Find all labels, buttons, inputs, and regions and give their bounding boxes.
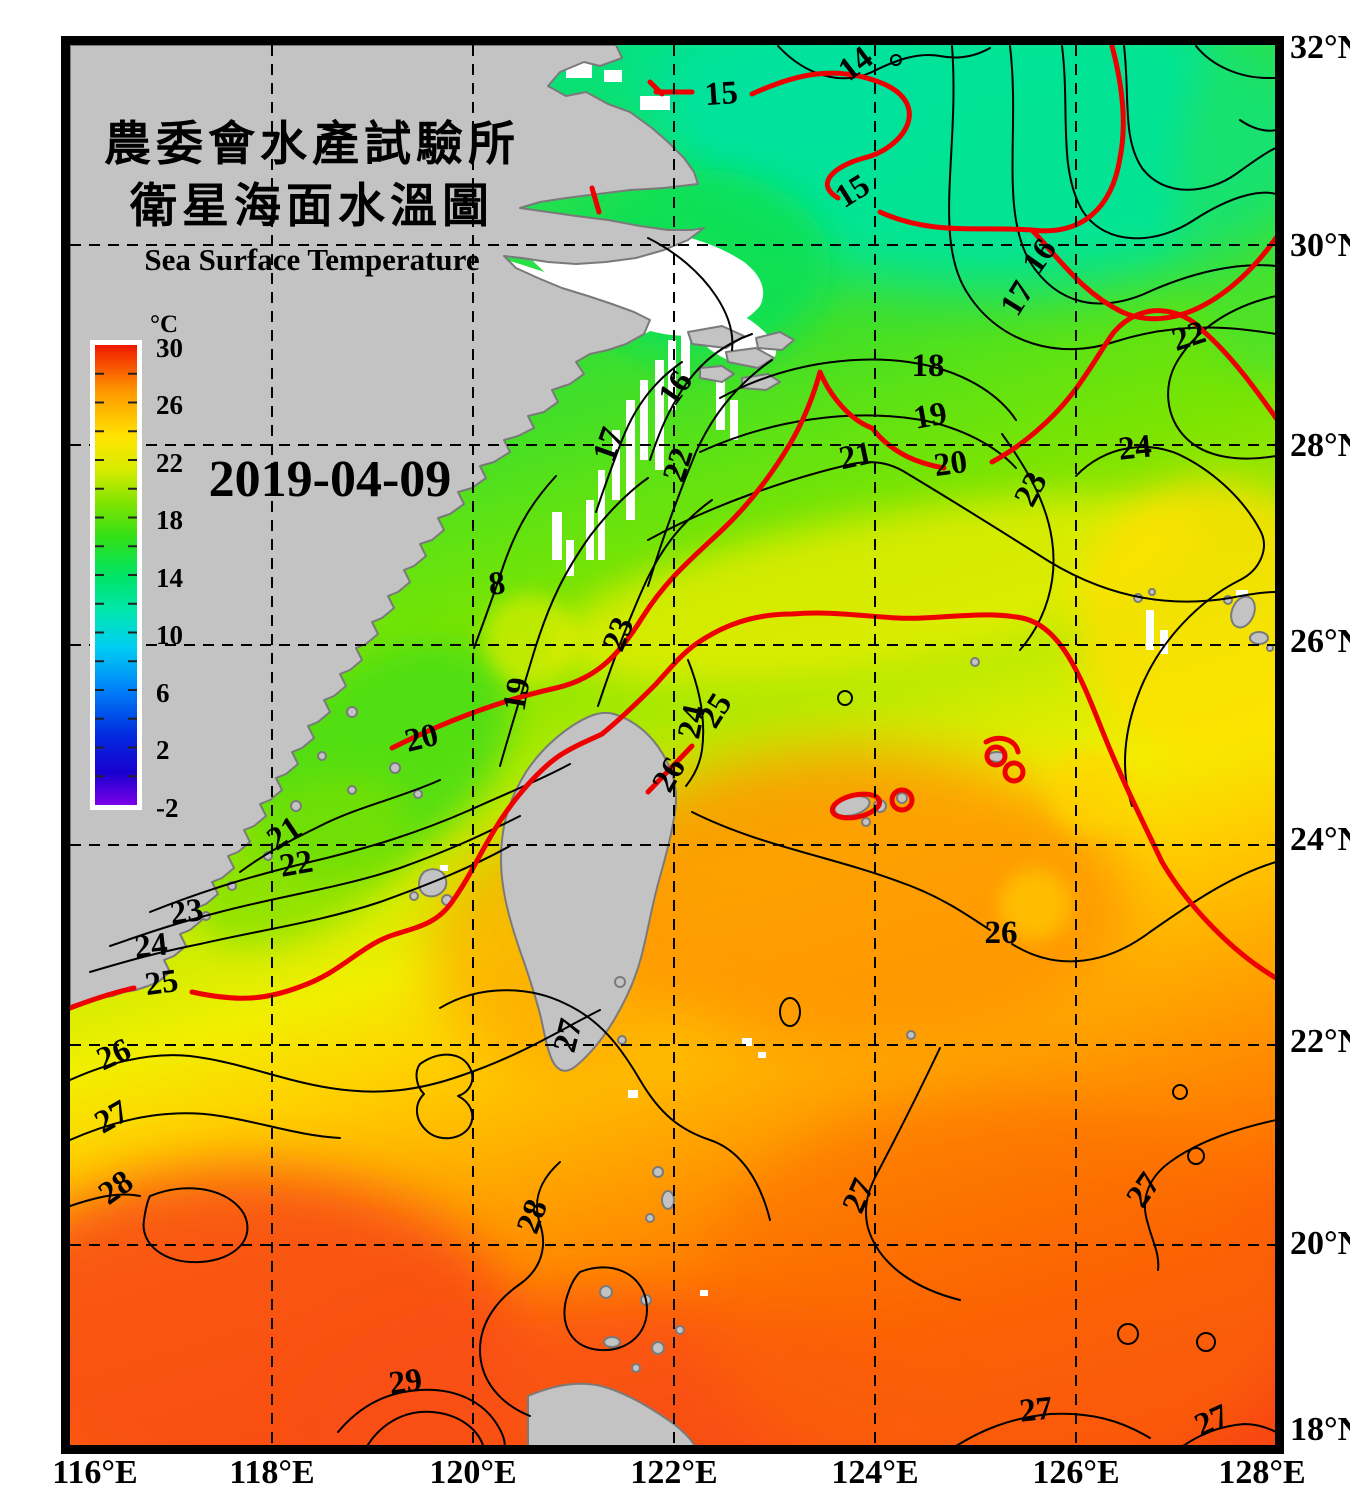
colorbar-tick-label: 6: [156, 678, 170, 708]
contour-label: 24: [133, 926, 170, 965]
lat-tick-label: 28°N: [1290, 427, 1350, 464]
contour-label: 18: [912, 348, 945, 384]
luzon-island: [527, 1382, 696, 1445]
map-frame: [61, 36, 1284, 1454]
lat-tick-label: 20°N: [1290, 1225, 1350, 1262]
colorbar-tick-label: 10: [156, 620, 183, 650]
mainland-china: [70, 45, 705, 1007]
small-islands: [201, 325, 1274, 1373]
contour-label: 19: [911, 396, 950, 437]
lat-tick-label: 26°N: [1290, 623, 1350, 660]
taiwan-island: [500, 711, 677, 1072]
colorbar-tick-labels: 30 26 22 18 14 10 6 2 -2: [156, 333, 183, 823]
colorbar-tick-label: 14: [156, 563, 183, 593]
lat-tick-label: 24°N: [1290, 821, 1350, 858]
lat-tick-label: 22°N: [1290, 1023, 1350, 1060]
contour-label: 21: [836, 435, 876, 477]
colorbar-tick-label: 30: [156, 333, 183, 363]
contour-label: 23: [168, 892, 206, 932]
colorbar-tick-label: 22: [156, 448, 183, 478]
longitude-axis-labels: 116°E 118°E 120°E 122°E 124°E 126°E 128°E: [52, 1454, 1305, 1491]
contour-label: 8: [487, 565, 507, 603]
lon-tick-label: 118°E: [229, 1454, 314, 1491]
contour-label: 26: [985, 915, 1018, 951]
colorbar-tick-label: -2: [156, 793, 179, 823]
lon-tick-label: 126°E: [1032, 1454, 1119, 1491]
lat-tick-label: 32°N: [1290, 29, 1350, 66]
title-block: 農委會水產試驗所 衛星海面水溫圖 Sea Surface Temperature…: [104, 119, 520, 508]
lon-tick-label: 122°E: [630, 1454, 717, 1491]
colorbar-unit: °C: [150, 311, 178, 338]
contour-label: 22: [277, 844, 316, 885]
colorbar-ticks: [95, 372, 137, 778]
lat-tick-label: 18°N: [1290, 1411, 1350, 1448]
title-english: Sea Surface Temperature: [144, 242, 479, 277]
contour-lines-black: [70, 45, 1275, 1445]
contour-label: 19: [497, 675, 538, 714]
contour-label: 27: [1018, 1390, 1055, 1429]
lon-tick-label: 128°E: [1218, 1454, 1305, 1491]
colorbar-tick-label: 2: [156, 735, 170, 765]
contour-label: 24: [671, 702, 713, 742]
graticule-grid: [70, 45, 1275, 1445]
map-date: 2019-04-09: [209, 451, 452, 508]
title-chinese-line1: 農委會水產試驗所: [104, 119, 520, 171]
latitude-axis-labels: 32°N 30°N 28°N 26°N 24°N 22°N 20°N 18°N: [1290, 29, 1350, 1448]
land-layer: [70, 45, 1274, 1445]
lon-tick-label: 120°E: [429, 1454, 516, 1491]
contour-label: 15: [704, 75, 739, 113]
colorbar: °C 30 26 22 18 14 10 6 2 -2: [90, 311, 183, 823]
colorbar-tick-label: 26: [156, 390, 183, 420]
colorbar-tick-label: 18: [156, 505, 183, 535]
title-chinese-line2: 衛星海面水溫圖: [129, 181, 494, 233]
contour-label: 20: [932, 444, 970, 484]
lon-tick-label: 124°E: [831, 1454, 918, 1491]
contour-label: 29: [387, 1362, 425, 1402]
contour-lines-red: [70, 45, 1275, 1011]
contour-label: 25: [143, 963, 181, 1003]
contour-label: 24: [1117, 428, 1154, 467]
lon-tick-label: 116°E: [52, 1454, 137, 1491]
lat-tick-label: 30°N: [1290, 227, 1350, 264]
